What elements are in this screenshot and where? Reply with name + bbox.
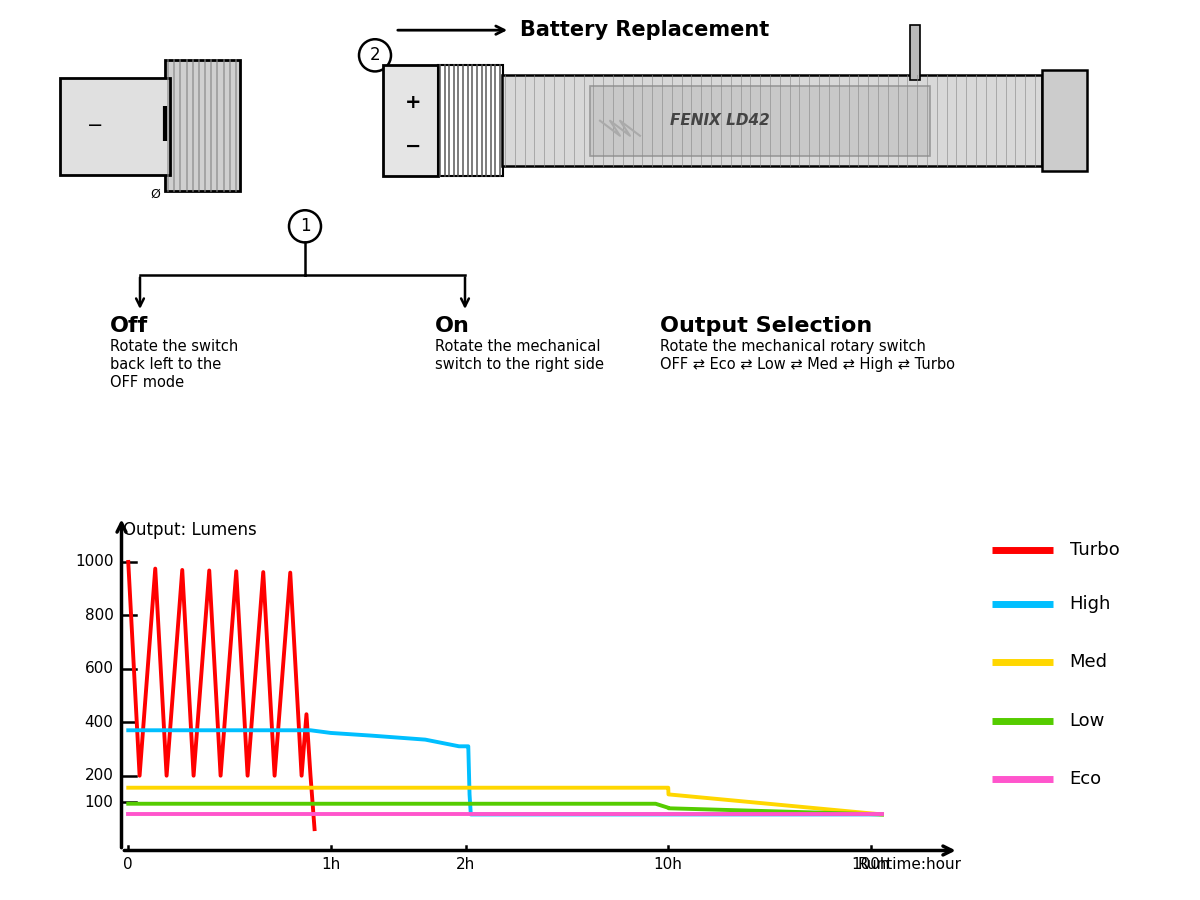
Text: 100: 100 [84, 795, 114, 810]
Text: High: High [1069, 595, 1111, 613]
Text: switch to the right side: switch to the right side [436, 357, 604, 372]
Text: 100h: 100h [852, 857, 890, 872]
Bar [1042, 70, 1087, 171]
Text: 2: 2 [370, 46, 380, 64]
Bar [166, 60, 240, 191]
Text: 400: 400 [84, 715, 114, 730]
Text: Turbo: Turbo [1069, 541, 1120, 559]
Bar [590, 86, 930, 156]
Text: Eco: Eco [1069, 770, 1102, 788]
Text: 1: 1 [300, 217, 311, 235]
Text: OFF ⇄ Eco ⇄ Low ⇄ Med ⇄ High ⇄ Turbo: OFF ⇄ Eco ⇄ Low ⇄ Med ⇄ High ⇄ Turbo [660, 357, 955, 372]
Text: Output Selection: Output Selection [660, 316, 872, 336]
Text: 600: 600 [84, 662, 114, 676]
Text: Off: Off [110, 316, 149, 336]
Text: Output: Lumens: Output: Lumens [122, 520, 257, 538]
Text: back left to the: back left to the [110, 357, 221, 372]
Text: On: On [436, 316, 470, 336]
Text: Low: Low [1069, 712, 1105, 730]
Bar [438, 66, 503, 176]
Text: 1h: 1h [322, 857, 341, 872]
Text: 1000: 1000 [74, 554, 114, 570]
Bar [502, 76, 1042, 166]
Text: Battery Replacement: Battery Replacement [520, 20, 769, 40]
Text: 0: 0 [124, 857, 133, 872]
Text: Runtime:hour: Runtime:hour [858, 857, 962, 872]
Text: 200: 200 [84, 769, 114, 783]
Text: 800: 800 [84, 608, 114, 623]
Bar [60, 78, 170, 175]
Text: 10h: 10h [654, 857, 683, 872]
Text: Rotate the mechanical rotary switch: Rotate the mechanical rotary switch [660, 339, 926, 354]
Text: Med: Med [1069, 653, 1108, 671]
Text: OFF mode: OFF mode [110, 375, 184, 391]
Text: Rotate the switch: Rotate the switch [110, 339, 239, 354]
Text: +: + [404, 93, 421, 112]
Bar [383, 66, 438, 176]
Text: −: − [404, 138, 421, 157]
Text: Rotate the mechanical: Rotate the mechanical [436, 339, 600, 354]
Bar [910, 25, 920, 80]
Text: FENIX LD42: FENIX LD42 [670, 113, 769, 128]
Text: −: − [86, 116, 103, 135]
Text: Ø: Ø [150, 187, 160, 201]
Text: 2h: 2h [456, 857, 475, 872]
